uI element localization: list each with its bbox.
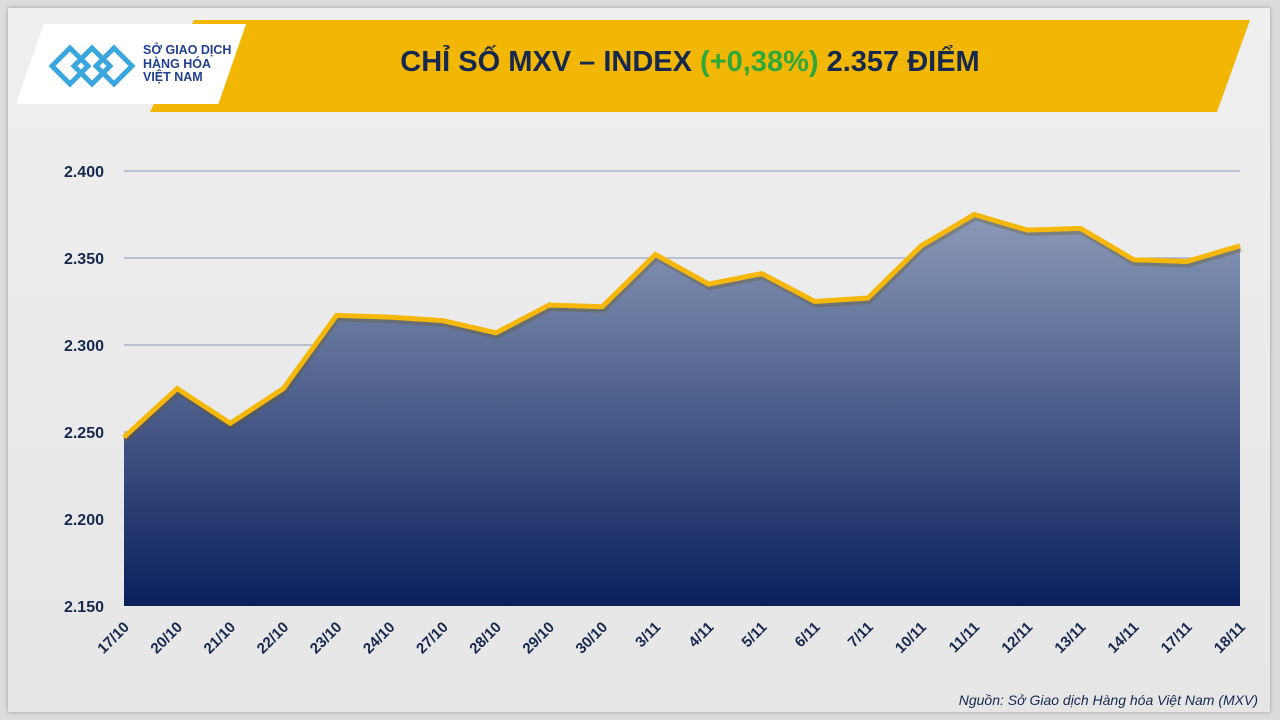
- x-tick-label: 3/11: [632, 619, 664, 651]
- logo-text: SỞ GIAO DỊCH HÀNG HÓA VIỆT NAM: [143, 43, 232, 85]
- x-tick-label: 13/11: [1051, 619, 1089, 657]
- x-tick-label: 6/11: [792, 619, 824, 651]
- x-tick-label: 24/10: [360, 619, 399, 658]
- mxv-logo-icon: [48, 44, 136, 88]
- x-tick-label: 10/11: [892, 619, 930, 657]
- title-suffix: 2.357 ĐIỂM: [818, 46, 980, 78]
- title-prefix: CHỈ SỐ MXV – INDEX: [400, 46, 701, 78]
- x-tick-label: 23/10: [307, 619, 346, 658]
- title-change: (+0,38%): [700, 46, 819, 78]
- x-tick-label: 20/10: [147, 619, 186, 658]
- x-tick-label: 30/10: [573, 619, 612, 658]
- source-note: Nguồn: Sở Giao dịch Hàng hóa Việt Nam (M…: [958, 692, 1258, 708]
- y-tick-label: 2.200: [64, 512, 104, 529]
- x-tick-label: 27/10: [413, 619, 452, 658]
- x-tick-label: 11/11: [946, 619, 983, 656]
- x-tick-label: 18/11: [1211, 619, 1249, 657]
- x-tick-label: 5/11: [738, 619, 770, 651]
- y-tick-label: 2.250: [64, 425, 104, 442]
- page-title: CHỈ SỐ MXV – INDEX (+0,38%) 2.357 ĐIỂM: [0, 46, 1280, 79]
- series-line: [122, 211, 1241, 440]
- y-tick-label: 2.400: [64, 164, 104, 181]
- x-tick-label: 28/10: [466, 619, 505, 658]
- logo-line: SỞ GIAO DỊCH: [143, 43, 232, 57]
- x-tick-label: 17/11: [1158, 619, 1196, 657]
- x-tick-label: 22/10: [254, 619, 293, 658]
- x-tick-label: 14/11: [1105, 619, 1143, 657]
- x-tick-label: 7/11: [845, 619, 877, 651]
- x-tick-label: 21/10: [201, 619, 240, 658]
- y-tick-label: 2.150: [64, 599, 104, 616]
- logo-line: VIỆT NAM: [143, 70, 203, 84]
- title-banner: [150, 20, 1250, 112]
- area-fill: [124, 214, 1240, 606]
- y-tick-label: 2.350: [64, 251, 104, 268]
- x-tick-label: 12/11: [998, 619, 1036, 657]
- x-tick-label: 17/10: [94, 619, 133, 658]
- x-tick-label: 4/11: [685, 619, 717, 651]
- y-tick-label: 2.300: [64, 338, 104, 355]
- logo-line: HÀNG HÓA: [143, 56, 212, 71]
- x-tick-label: 29/10: [519, 619, 558, 658]
